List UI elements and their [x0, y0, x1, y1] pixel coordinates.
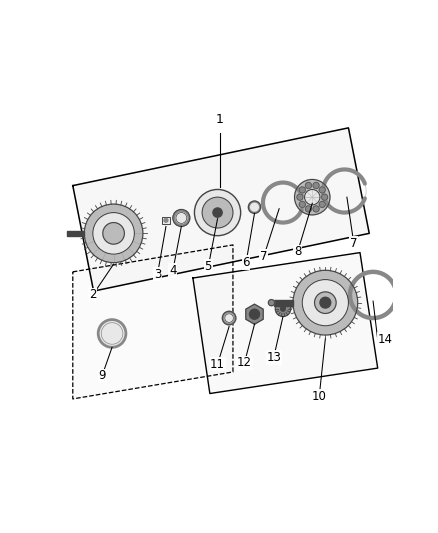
- Polygon shape: [246, 304, 263, 324]
- Text: 7: 7: [350, 237, 357, 250]
- Circle shape: [319, 201, 325, 207]
- Circle shape: [276, 301, 291, 317]
- Circle shape: [299, 201, 305, 207]
- Circle shape: [251, 203, 258, 211]
- Circle shape: [305, 206, 311, 212]
- Circle shape: [294, 180, 330, 215]
- Text: 9: 9: [98, 369, 106, 382]
- Circle shape: [281, 306, 285, 311]
- Circle shape: [176, 213, 187, 223]
- Text: 4: 4: [169, 264, 177, 277]
- Circle shape: [194, 189, 240, 236]
- Text: 13: 13: [266, 351, 281, 364]
- Circle shape: [85, 204, 143, 263]
- Text: 14: 14: [378, 333, 393, 346]
- Circle shape: [164, 219, 168, 222]
- Circle shape: [313, 206, 319, 212]
- Bar: [162, 216, 170, 224]
- Circle shape: [225, 314, 233, 322]
- Text: 6: 6: [242, 256, 250, 269]
- Circle shape: [213, 208, 222, 217]
- Text: 2: 2: [89, 288, 96, 302]
- Text: 7: 7: [260, 250, 268, 263]
- Circle shape: [98, 320, 126, 348]
- Circle shape: [223, 311, 236, 325]
- Text: 11: 11: [210, 358, 225, 371]
- Text: 3: 3: [154, 268, 161, 281]
- Circle shape: [314, 292, 336, 313]
- Circle shape: [103, 223, 124, 244]
- Circle shape: [293, 270, 358, 335]
- Polygon shape: [193, 253, 378, 393]
- Circle shape: [248, 201, 261, 213]
- Circle shape: [304, 189, 320, 205]
- Text: 10: 10: [312, 390, 327, 403]
- Text: 1: 1: [216, 113, 224, 126]
- Bar: [162, 216, 170, 224]
- Circle shape: [250, 309, 259, 319]
- Polygon shape: [73, 128, 369, 291]
- Text: 8: 8: [294, 245, 301, 259]
- Circle shape: [321, 194, 328, 200]
- Circle shape: [202, 197, 233, 228]
- Text: 5: 5: [205, 260, 212, 273]
- Circle shape: [320, 297, 331, 308]
- Circle shape: [93, 213, 134, 254]
- Circle shape: [302, 280, 349, 326]
- Circle shape: [299, 187, 305, 193]
- Circle shape: [268, 300, 275, 306]
- Polygon shape: [73, 245, 233, 399]
- Circle shape: [313, 182, 319, 189]
- Bar: [67, 231, 85, 236]
- Circle shape: [173, 209, 190, 227]
- Circle shape: [297, 194, 303, 200]
- Text: 12: 12: [237, 356, 252, 369]
- Bar: [274, 300, 293, 306]
- Circle shape: [319, 187, 325, 193]
- Circle shape: [305, 182, 311, 189]
